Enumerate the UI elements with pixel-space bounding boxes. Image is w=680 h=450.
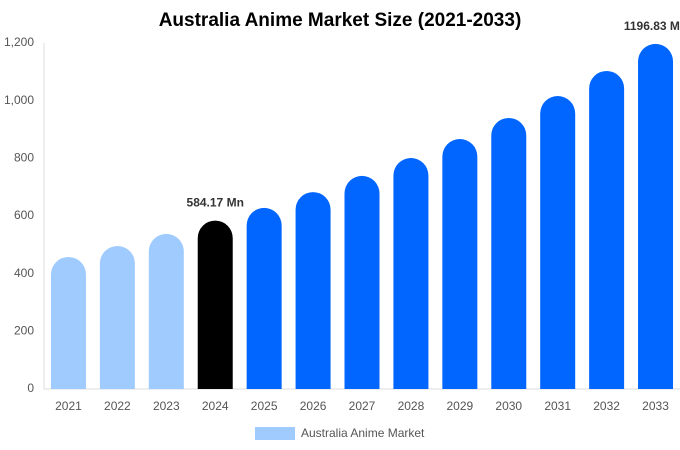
x-tick-label: 2029 — [446, 399, 473, 413]
x-tick-label: 2033 — [642, 399, 669, 413]
chart-title: Australia Anime Market Size (2021-2033) — [159, 10, 522, 31]
legend-swatch — [255, 427, 295, 440]
x-tick-label: 2031 — [544, 399, 571, 413]
bar — [491, 117, 527, 389]
y-tick-label: 200 — [14, 324, 34, 338]
bar — [589, 70, 625, 390]
bar — [540, 96, 576, 389]
bar — [295, 192, 331, 389]
y-tick-label: 1,200 — [4, 35, 34, 49]
bar — [393, 158, 429, 389]
y-tick-label: 400 — [14, 266, 34, 280]
x-tick-label: 2024 — [202, 399, 229, 413]
x-tick-label: 2030 — [495, 399, 522, 413]
bar — [442, 139, 478, 389]
bar — [148, 233, 184, 389]
x-tick-label: 2022 — [104, 399, 131, 413]
bar — [246, 207, 282, 389]
y-tick-label: 600 — [14, 208, 34, 222]
x-tick-label: 2027 — [349, 399, 376, 413]
value-label: 1196.83 Mn — [624, 19, 680, 33]
x-tick-label: 2026 — [300, 399, 327, 413]
y-tick-label: 800 — [14, 151, 34, 165]
legend-label: Australia Anime Market — [301, 426, 425, 440]
x-tick-label: 2021 — [55, 399, 82, 413]
y-tick-label: 1,000 — [4, 93, 34, 107]
x-tick-label: 2025 — [251, 399, 278, 413]
bar — [99, 245, 135, 389]
y-tick-label: 0 — [27, 381, 34, 395]
bar — [638, 43, 674, 390]
x-tick-label: 2023 — [153, 399, 180, 413]
bar — [344, 175, 380, 389]
x-tick-label: 2032 — [593, 399, 620, 413]
bar — [197, 220, 233, 389]
x-tick-label: 2028 — [398, 399, 425, 413]
value-label: 584.17 Mn — [187, 196, 244, 210]
bar — [50, 256, 86, 389]
